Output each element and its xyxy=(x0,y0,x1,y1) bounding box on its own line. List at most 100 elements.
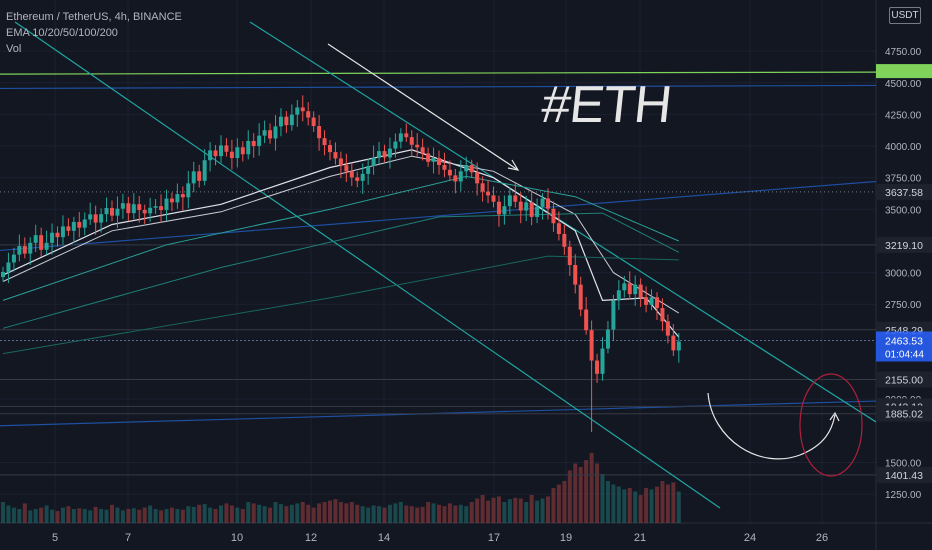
candle-body xyxy=(655,297,659,309)
volume-bar xyxy=(349,502,354,523)
candle-body xyxy=(333,152,338,159)
volume-bar xyxy=(513,497,518,523)
volume-bar xyxy=(60,507,65,523)
volume-bar xyxy=(415,507,420,523)
volume-bar xyxy=(82,509,87,523)
volume-bar xyxy=(507,499,512,523)
volume-bar xyxy=(589,453,594,523)
candle-body xyxy=(366,166,371,174)
candle-body xyxy=(88,214,93,220)
price-tags: 3637.583219.102548.292463.5301:04:442155… xyxy=(876,64,932,483)
descending-trendline-lower[interactable] xyxy=(14,21,721,509)
volume-bar xyxy=(268,507,273,523)
volume-bar xyxy=(317,503,322,523)
descending-trendline-upper[interactable] xyxy=(249,21,877,423)
candle-body xyxy=(584,309,589,331)
trend-lines[interactable] xyxy=(0,21,877,509)
volume-bar xyxy=(338,502,343,523)
candle-body xyxy=(573,265,578,285)
candle-body xyxy=(240,147,245,155)
candle-body xyxy=(208,150,213,161)
volume-bar xyxy=(649,489,654,523)
price-tag-bg xyxy=(876,183,932,200)
volume-bar xyxy=(524,502,529,523)
candle-body xyxy=(328,145,332,153)
volume-bar xyxy=(115,507,120,523)
volume-indicator-label[interactable]: Vol xyxy=(6,43,22,55)
candle-body xyxy=(191,171,196,184)
volume-bar xyxy=(458,504,463,523)
curve-arrow-icon[interactable] xyxy=(829,411,840,422)
volume-bar xyxy=(469,502,474,523)
candle-body xyxy=(11,254,16,263)
volume-bar xyxy=(1,502,5,523)
price-tick-label: 4000.00 xyxy=(885,142,922,153)
candle-body xyxy=(338,158,343,166)
candle-body xyxy=(224,145,229,152)
volume-bar xyxy=(289,504,294,523)
candle-body xyxy=(398,133,403,142)
price-tick-label: 1250.00 xyxy=(885,490,922,501)
candle-body xyxy=(649,297,654,305)
candle-body xyxy=(202,160,207,181)
resistance-line-top[interactable] xyxy=(0,71,877,75)
eth-hashtag-annotation[interactable]: #ETH xyxy=(539,76,674,134)
candle-body xyxy=(567,246,572,265)
volume-bar xyxy=(224,503,229,523)
volume-bar xyxy=(529,495,534,523)
price-tick-label: 3000.00 xyxy=(885,269,922,280)
volume-bar xyxy=(55,511,60,523)
volume-bar xyxy=(360,506,365,523)
volume-bar xyxy=(175,509,180,523)
volume-bar xyxy=(66,506,71,523)
candle-body xyxy=(246,140,251,155)
candle-body xyxy=(169,198,174,203)
candle-body xyxy=(93,214,98,223)
candle-body xyxy=(660,308,665,322)
ema-100-line xyxy=(2,212,680,329)
candle-body xyxy=(317,126,322,139)
symbol-title[interactable]: Ethereum / TetherUS, 4h, BINANCE xyxy=(6,11,182,23)
arrow-line[interactable] xyxy=(327,43,519,171)
volume-bar xyxy=(197,504,202,523)
ema-lines xyxy=(2,149,680,355)
horizontal-line-4450[interactable] xyxy=(0,84,877,90)
volume-bar xyxy=(595,463,600,523)
volume-bar xyxy=(556,484,561,523)
volume-bar xyxy=(17,509,22,523)
curve-projection[interactable] xyxy=(707,392,836,460)
volume-bar xyxy=(611,484,616,523)
rising-line-blue[interactable] xyxy=(0,180,877,252)
candle-body xyxy=(464,165,469,172)
candle-body xyxy=(300,107,305,112)
volume-bar xyxy=(660,481,665,523)
candle-body xyxy=(28,242,33,254)
arrow-head-icon[interactable] xyxy=(507,159,520,171)
time-axis[interactable]: 5 7 10 12 14 17 19 21 24 26 xyxy=(52,532,828,544)
volume-bar xyxy=(104,509,109,523)
volume-bars xyxy=(1,453,681,523)
candle-body xyxy=(284,116,289,126)
volume-bar xyxy=(186,506,191,523)
candle-body xyxy=(437,158,441,166)
volume-bar xyxy=(442,506,447,523)
candle-body xyxy=(311,117,316,127)
currency-badge[interactable]: USDT xyxy=(889,7,921,24)
candle-body xyxy=(153,206,158,208)
candle-body xyxy=(529,202,534,217)
price-tag-label: 1401.43 xyxy=(885,470,923,482)
volume-bar xyxy=(627,488,632,523)
candle-body xyxy=(175,194,180,203)
volume-bar xyxy=(665,484,670,523)
volume-bar xyxy=(77,508,82,523)
ema-indicator-label[interactable]: EMA 10/20/50/100/200 xyxy=(6,27,118,39)
candle-body xyxy=(442,165,447,170)
candle-body xyxy=(251,140,256,147)
annotations[interactable]: #ETH xyxy=(327,43,863,477)
volume-bar xyxy=(393,503,398,523)
candle-body xyxy=(39,235,44,250)
volume-bar xyxy=(142,507,147,523)
highlight-circle[interactable] xyxy=(799,373,863,477)
price-tick-label: 3750.00 xyxy=(885,174,922,185)
